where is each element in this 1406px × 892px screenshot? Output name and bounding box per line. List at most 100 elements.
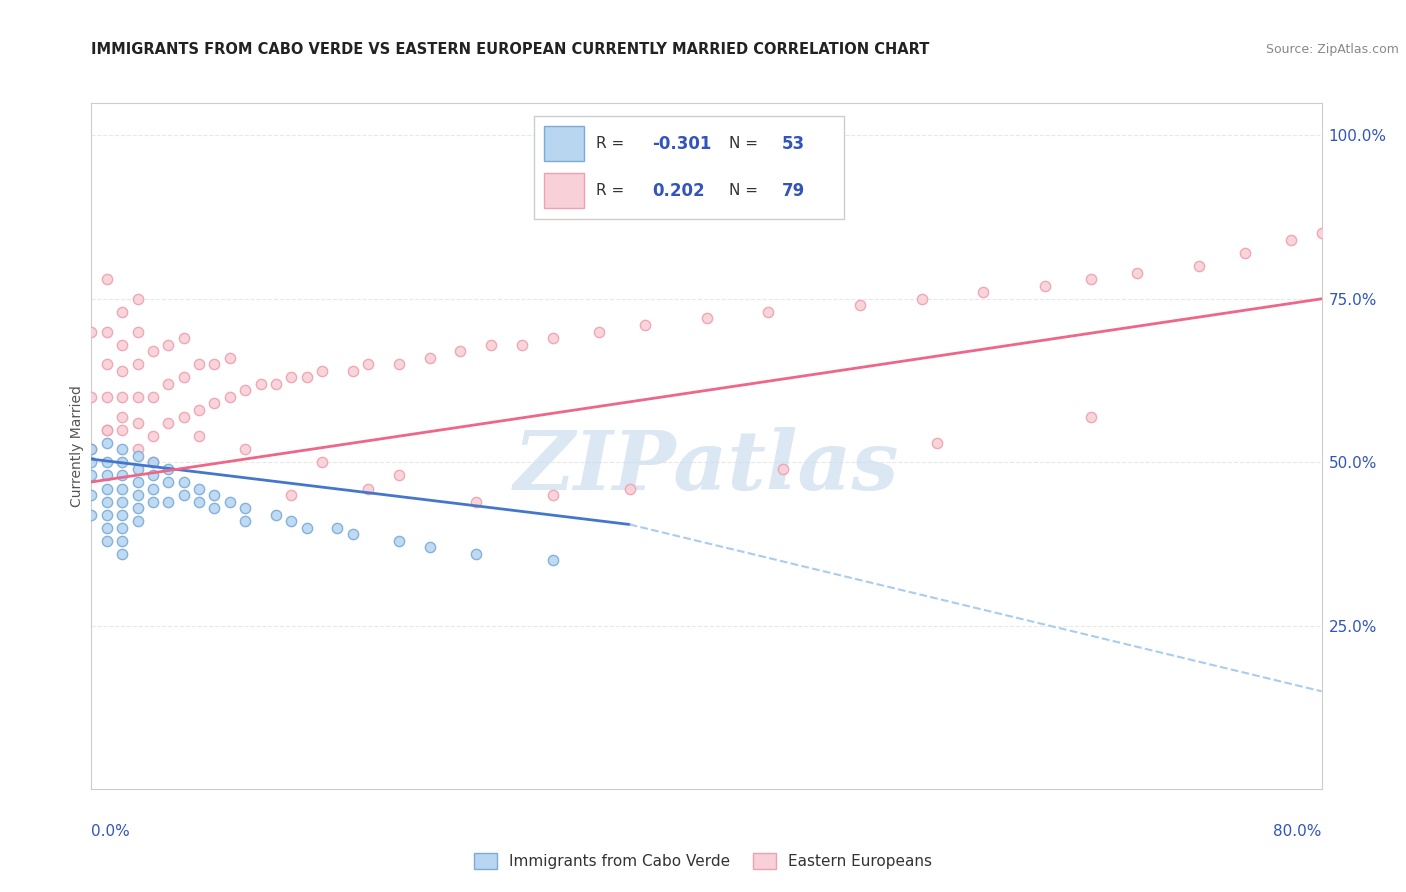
Point xyxy=(1310,227,1333,241)
Point xyxy=(96,357,118,371)
Point xyxy=(111,468,134,483)
Point xyxy=(233,384,256,398)
Point xyxy=(111,423,134,437)
Text: R =: R = xyxy=(596,136,624,151)
Text: 80.0%: 80.0% xyxy=(1274,824,1322,838)
Point xyxy=(772,462,794,476)
Point xyxy=(1080,272,1102,286)
Point xyxy=(142,494,165,508)
Point xyxy=(127,416,149,430)
Point xyxy=(173,370,195,384)
Point xyxy=(388,468,411,483)
Point xyxy=(188,403,211,417)
Point xyxy=(111,508,134,522)
Point xyxy=(127,390,149,404)
Point xyxy=(111,364,134,378)
Point xyxy=(311,364,333,378)
Point xyxy=(111,305,134,319)
Point xyxy=(80,390,103,404)
Point xyxy=(972,285,994,300)
Point xyxy=(588,325,610,339)
Point xyxy=(388,533,411,548)
FancyBboxPatch shape xyxy=(544,173,583,208)
Point xyxy=(541,488,564,502)
Point xyxy=(96,482,118,496)
Point xyxy=(541,331,564,345)
Point xyxy=(1126,266,1149,280)
Point xyxy=(157,376,180,391)
Point xyxy=(127,292,149,306)
Text: 0.0%: 0.0% xyxy=(91,824,131,838)
Point xyxy=(111,547,134,561)
Point xyxy=(157,462,180,476)
Point xyxy=(249,376,271,391)
Point xyxy=(142,429,165,443)
Point xyxy=(202,501,225,516)
Point xyxy=(1080,409,1102,424)
Point xyxy=(218,390,240,404)
Point xyxy=(96,468,118,483)
Point xyxy=(111,337,134,351)
Point xyxy=(111,455,134,469)
Point xyxy=(264,508,287,522)
Point xyxy=(111,521,134,535)
Point xyxy=(173,331,195,345)
Point xyxy=(619,482,641,496)
Point xyxy=(218,351,240,365)
Point xyxy=(96,435,118,450)
Text: 79: 79 xyxy=(782,182,806,200)
Point xyxy=(80,325,103,339)
Point xyxy=(357,357,380,371)
Text: N =: N = xyxy=(730,184,758,198)
Point xyxy=(188,429,211,443)
Point xyxy=(510,337,533,351)
Point xyxy=(173,488,195,502)
Point xyxy=(111,390,134,404)
Point xyxy=(464,494,486,508)
Point xyxy=(80,442,103,457)
Text: Source: ZipAtlas.com: Source: ZipAtlas.com xyxy=(1265,43,1399,55)
Point xyxy=(80,442,103,457)
Point xyxy=(326,521,349,535)
Point xyxy=(233,501,256,516)
Point xyxy=(142,455,165,469)
Point xyxy=(80,455,103,469)
Point xyxy=(96,325,118,339)
Y-axis label: Currently Married: Currently Married xyxy=(70,385,84,507)
Point xyxy=(849,298,872,312)
Point xyxy=(173,475,195,489)
Point xyxy=(634,318,657,332)
Point xyxy=(311,455,333,469)
Point xyxy=(96,272,118,286)
Point xyxy=(127,475,149,489)
Point xyxy=(80,488,103,502)
Point xyxy=(80,468,103,483)
Point xyxy=(142,468,165,483)
Point xyxy=(111,533,134,548)
Point xyxy=(142,344,165,359)
Point xyxy=(80,508,103,522)
Point xyxy=(157,337,180,351)
Point xyxy=(127,514,149,528)
Point xyxy=(188,482,211,496)
Point xyxy=(233,442,256,457)
Legend: Immigrants from Cabo Verde, Eastern Europeans: Immigrants from Cabo Verde, Eastern Euro… xyxy=(468,847,938,875)
Point xyxy=(342,527,364,541)
Point xyxy=(96,423,118,437)
Point xyxy=(280,514,302,528)
Text: ZIPatlas: ZIPatlas xyxy=(513,426,900,507)
Point xyxy=(96,533,118,548)
Point xyxy=(111,442,134,457)
Point xyxy=(357,482,380,496)
Text: IMMIGRANTS FROM CABO VERDE VS EASTERN EUROPEAN CURRENTLY MARRIED CORRELATION CHA: IMMIGRANTS FROM CABO VERDE VS EASTERN EU… xyxy=(91,42,929,56)
Point xyxy=(756,305,779,319)
Point xyxy=(295,521,318,535)
Point xyxy=(927,435,949,450)
Point xyxy=(188,357,211,371)
Point xyxy=(449,344,471,359)
Point xyxy=(264,376,287,391)
Point xyxy=(696,311,718,326)
Point xyxy=(280,488,302,502)
Point xyxy=(96,390,118,404)
Point xyxy=(541,553,564,567)
